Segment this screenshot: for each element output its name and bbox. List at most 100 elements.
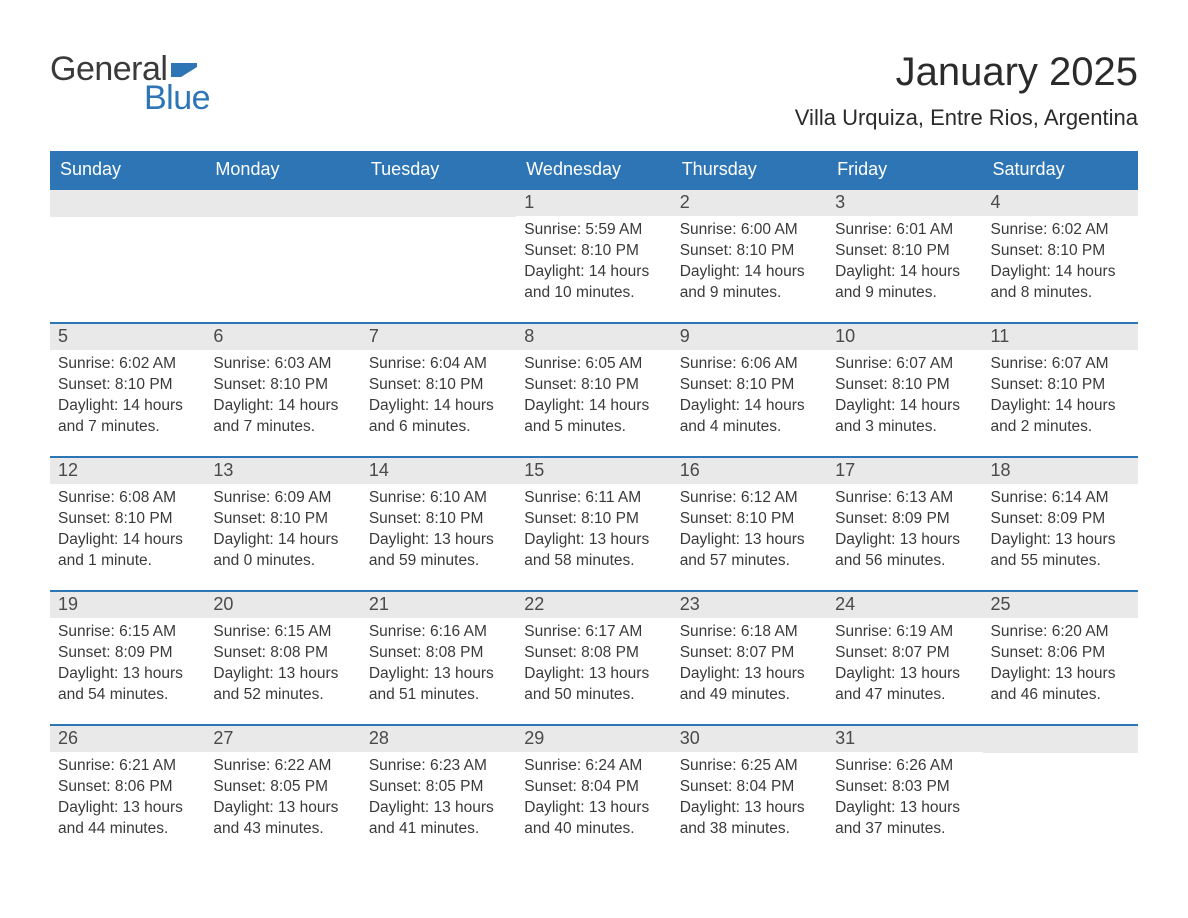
day-cell: 8Sunrise: 6:05 AMSunset: 8:10 PMDaylight… (516, 324, 671, 444)
weekday-header: Thursday (672, 151, 827, 190)
day-cell: 7Sunrise: 6:04 AMSunset: 8:10 PMDaylight… (361, 324, 516, 444)
daylight-text: Daylight: 14 hours and 9 minutes. (835, 262, 974, 304)
sunrise-text: Sunrise: 6:19 AM (835, 622, 974, 643)
sunset-text: Sunset: 8:10 PM (680, 509, 819, 530)
day-cell: 28Sunrise: 6:23 AMSunset: 8:05 PMDayligh… (361, 726, 516, 846)
day-cell: 11Sunrise: 6:07 AMSunset: 8:10 PMDayligh… (983, 324, 1138, 444)
sunset-text: Sunset: 8:04 PM (680, 777, 819, 798)
daylight-text: Daylight: 14 hours and 5 minutes. (524, 396, 663, 438)
day-cell (361, 190, 516, 310)
day-number: 19 (50, 592, 205, 618)
sunset-text: Sunset: 8:10 PM (680, 375, 819, 396)
day-body: Sunrise: 6:16 AMSunset: 8:08 PMDaylight:… (361, 618, 516, 712)
day-number: 9 (672, 324, 827, 350)
sunrise-text: Sunrise: 6:08 AM (58, 488, 197, 509)
day-cell: 9Sunrise: 6:06 AMSunset: 8:10 PMDaylight… (672, 324, 827, 444)
day-cell: 21Sunrise: 6:16 AMSunset: 8:08 PMDayligh… (361, 592, 516, 712)
weekday-header: Friday (827, 151, 982, 190)
day-cell: 17 Sunrise: 6:13 AMSunset: 8:09 PMDayligh… (827, 458, 982, 578)
sunset-text: Sunset: 8:07 PM (835, 643, 974, 664)
day-body: Sunrise: 6:18 AMSunset: 8:07 PMDaylight:… (672, 618, 827, 712)
day-number: 14 (361, 458, 516, 484)
day-body: Sunrise: 6:11 AMSunset: 8:10 PMDaylight:… (516, 484, 671, 578)
day-cell: 3Sunrise: 6:01 AMSunset: 8:10 PMDaylight… (827, 190, 982, 310)
day-body: Sunrise: 6:03 AMSunset: 8:10 PMDaylight:… (205, 350, 360, 444)
day-number-empty (361, 190, 516, 217)
day-number: 13 (205, 458, 360, 484)
logo: General Blue (50, 50, 210, 118)
sunset-text: Sunset: 8:07 PM (680, 643, 819, 664)
sunrise-text: Sunrise: 5:59 AM (524, 220, 663, 241)
sunset-text: Sunset: 8:09 PM (835, 509, 974, 530)
daylight-text: Daylight: 13 hours and 58 minutes. (524, 530, 663, 572)
sunrise-text: Sunrise: 6:07 AM (835, 354, 974, 375)
sunset-text: Sunset: 8:10 PM (991, 375, 1130, 396)
day-body: Sunrise: 6:08 AMSunset: 8:10 PMDaylight:… (50, 484, 205, 578)
day-cell: 16Sunrise: 6:12 AMSunset: 8:10 PMDayligh… (672, 458, 827, 578)
daylight-text: Daylight: 14 hours and 7 minutes. (58, 396, 197, 438)
sunset-text: Sunset: 8:10 PM (524, 375, 663, 396)
sunset-text: Sunset: 8:10 PM (58, 375, 197, 396)
sunrise-text: Sunrise: 6:12 AM (680, 488, 819, 509)
sunset-text: Sunset: 8:06 PM (991, 643, 1130, 664)
day-body: Sunrise: 6:15 AMSunset: 8:08 PMDaylight:… (205, 618, 360, 712)
sunset-text: Sunset: 8:04 PM (524, 777, 663, 798)
day-cell: 6Sunrise: 6:03 AMSunset: 8:10 PMDaylight… (205, 324, 360, 444)
sunset-text: Sunset: 8:10 PM (213, 375, 352, 396)
daylight-text: Daylight: 13 hours and 56 minutes. (835, 530, 974, 572)
day-number: 11 (983, 324, 1138, 350)
day-body: Sunrise: 5:59 AMSunset: 8:10 PMDaylight:… (516, 216, 671, 310)
sunset-text: Sunset: 8:09 PM (58, 643, 197, 664)
page-title: January 2025 (795, 50, 1138, 95)
daylight-text: Daylight: 14 hours and 3 minutes. (835, 396, 974, 438)
day-number: 27 (205, 726, 360, 752)
daylight-text: Daylight: 13 hours and 57 minutes. (680, 530, 819, 572)
day-number: 10 (827, 324, 982, 350)
day-cell: 14Sunrise: 6:10 AMSunset: 8:10 PMDayligh… (361, 458, 516, 578)
sunset-text: Sunset: 8:08 PM (524, 643, 663, 664)
day-number: 17 (827, 458, 982, 484)
logo-word2: Blue (144, 79, 210, 118)
day-cell: 29Sunrise: 6:24 AMSunset: 8:04 PMDayligh… (516, 726, 671, 846)
day-body: Sunrise: 6:05 AMSunset: 8:10 PMDaylight:… (516, 350, 671, 444)
daylight-text: Daylight: 13 hours and 41 minutes. (369, 798, 508, 840)
sunrise-text: Sunrise: 6:23 AM (369, 756, 508, 777)
day-cell (983, 726, 1138, 846)
sunrise-text: Sunrise: 6:00 AM (680, 220, 819, 241)
day-number: 7 (361, 324, 516, 350)
daylight-text: Daylight: 13 hours and 54 minutes. (58, 664, 197, 706)
day-body: Sunrise: 6:02 AMSunset: 8:10 PMDaylight:… (983, 216, 1138, 310)
sunrise-text: Sunrise: 6:16 AM (369, 622, 508, 643)
title-block: January 2025 Villa Urquiza, Entre Rios, … (795, 50, 1138, 131)
location-subtitle: Villa Urquiza, Entre Rios, Argentina (795, 105, 1138, 131)
sunrise-text: Sunrise: 6:15 AM (213, 622, 352, 643)
sunset-text: Sunset: 8:10 PM (213, 509, 352, 530)
day-body: Sunrise: 6:01 AMSunset: 8:10 PMDaylight:… (827, 216, 982, 310)
day-number-empty (50, 190, 205, 217)
day-number: 18 (983, 458, 1138, 484)
day-number: 15 (516, 458, 671, 484)
weeks-container: 1Sunrise: 5:59 AMSunset: 8:10 PMDaylight… (50, 190, 1138, 846)
day-cell: 24Sunrise: 6:19 AMSunset: 8:07 PMDayligh… (827, 592, 982, 712)
sunrise-text: Sunrise: 6:02 AM (991, 220, 1130, 241)
sunrise-text: Sunrise: 6:15 AM (58, 622, 197, 643)
day-body: Sunrise: 6:20 AMSunset: 8:06 PMDaylight:… (983, 618, 1138, 712)
sunrise-text: Sunrise: 6:20 AM (991, 622, 1130, 643)
day-cell (205, 190, 360, 310)
sunrise-text: Sunrise: 6:05 AM (524, 354, 663, 375)
sunset-text: Sunset: 8:08 PM (369, 643, 508, 664)
day-number: 3 (827, 190, 982, 216)
day-number: 4 (983, 190, 1138, 216)
day-number: 24 (827, 592, 982, 618)
day-body: Sunrise: 6:10 AMSunset: 8:10 PMDaylight:… (361, 484, 516, 578)
sunrise-text: Sunrise: 6:13 AM (835, 488, 974, 509)
daylight-text: Daylight: 13 hours and 52 minutes. (213, 664, 352, 706)
day-cell: 23Sunrise: 6:18 AMSunset: 8:07 PMDayligh… (672, 592, 827, 712)
sunset-text: Sunset: 8:06 PM (58, 777, 197, 798)
weekday-header: Tuesday (361, 151, 516, 190)
day-number: 29 (516, 726, 671, 752)
sunset-text: Sunset: 8:10 PM (58, 509, 197, 530)
sunset-text: Sunset: 8:10 PM (680, 241, 819, 262)
weekday-header-row: SundayMondayTuesdayWednesdayThursdayFrid… (50, 151, 1138, 190)
weekday-header: Saturday (983, 151, 1138, 190)
